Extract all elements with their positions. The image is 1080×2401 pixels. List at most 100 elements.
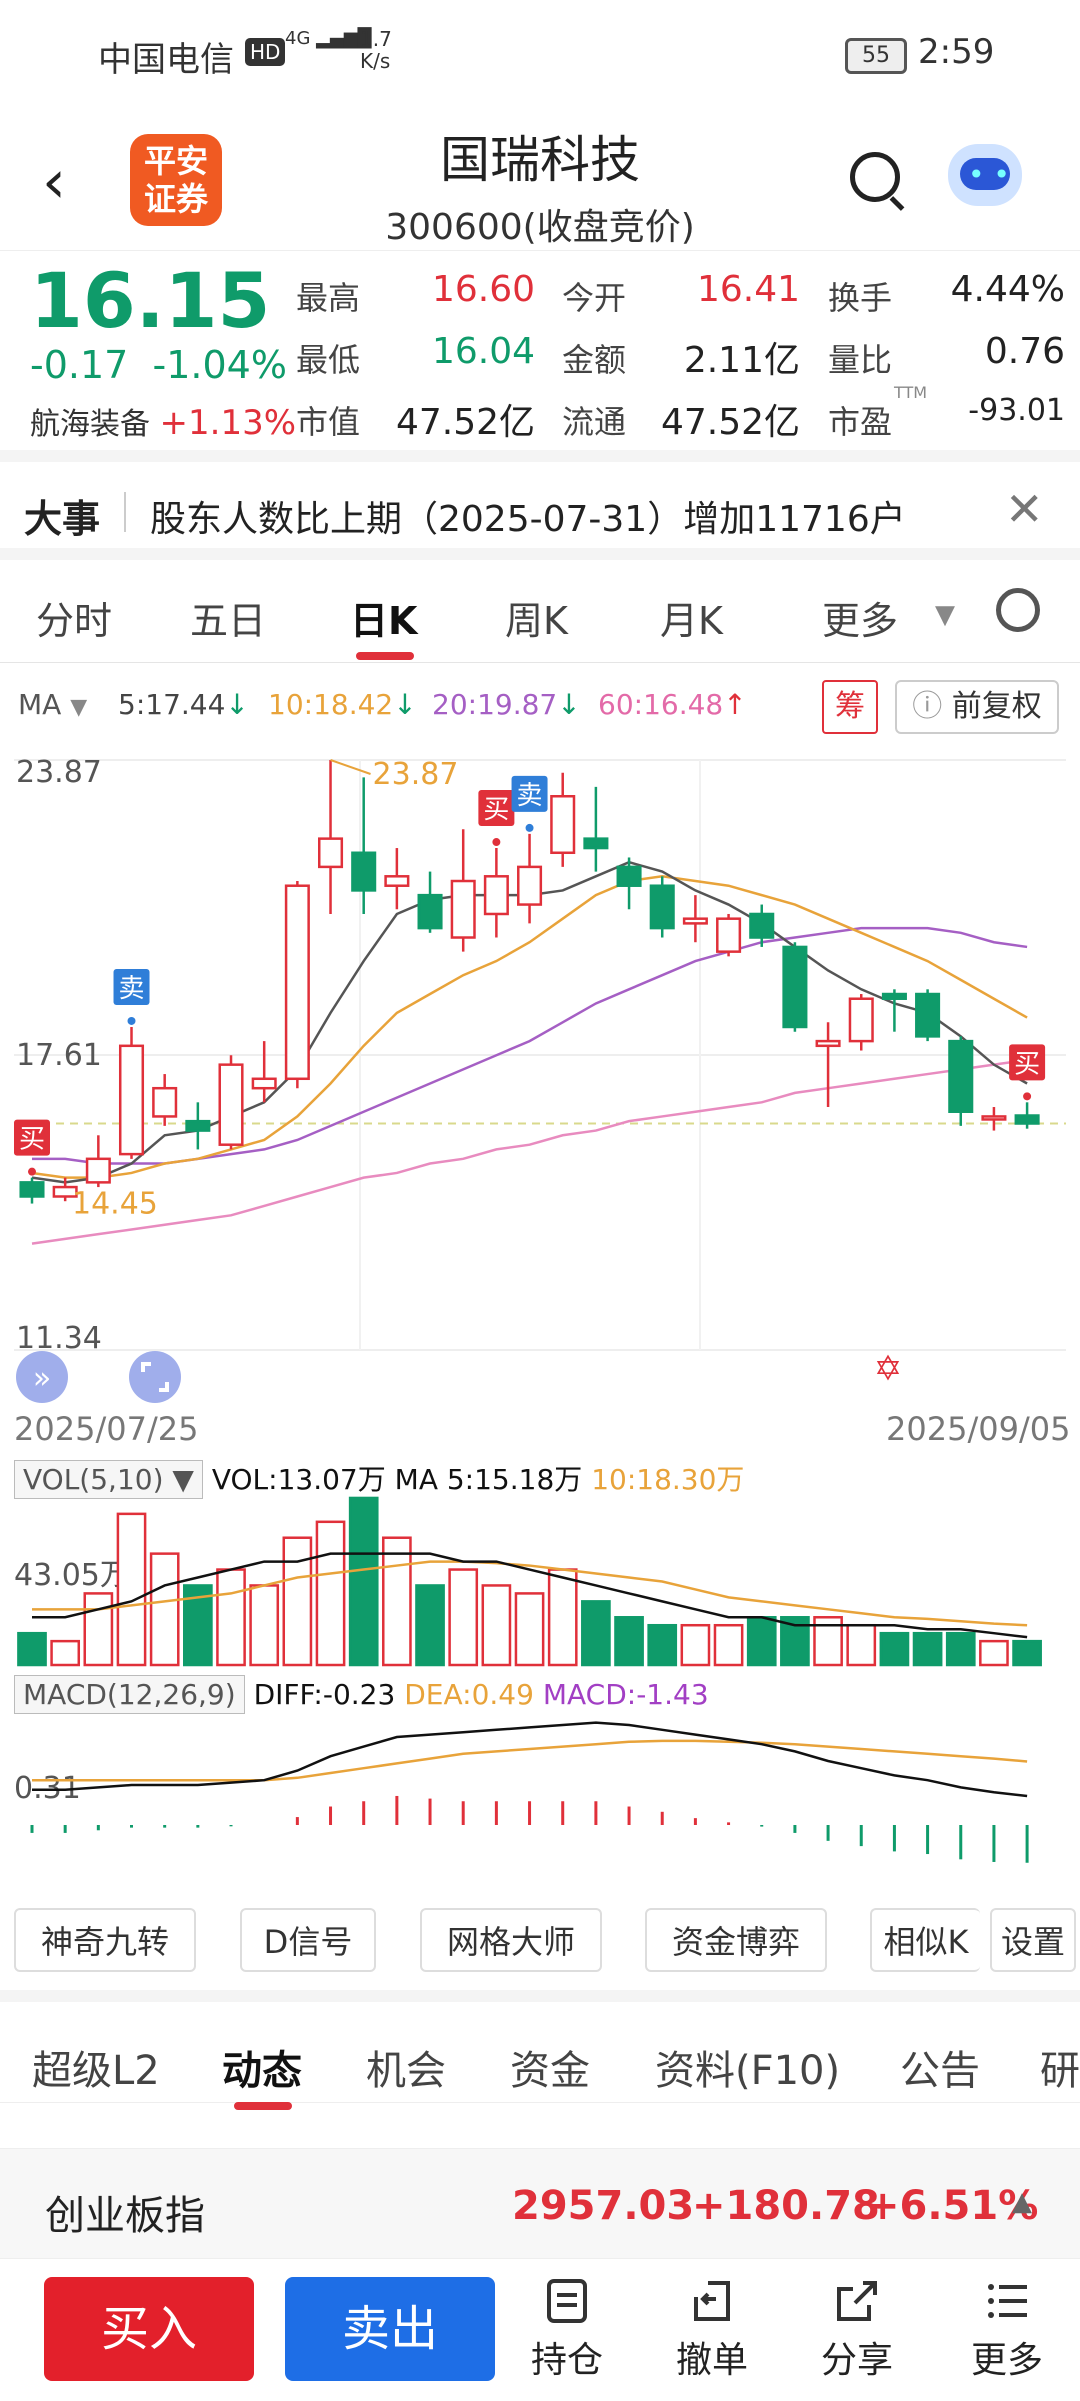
chip-distribution-button[interactable]: 筹 [822,680,878,734]
tab-funds[interactable]: 资金 [510,2048,590,2094]
volume-bar [846,1623,877,1667]
volume-bar [50,1639,81,1667]
broker-logo[interactable]: 平安 证券 [130,134,222,226]
ma60-line [31,1058,1028,1245]
tab-super-l2[interactable]: 超级L2 [32,2048,160,2094]
ma-selector[interactable]: MA ▼ [18,688,88,721]
ma5-value: 5:17.44↓ [118,688,249,721]
net-speed: 1.7 K/s [360,27,392,73]
vol_ma10-line [32,1560,1028,1627]
indicator-button[interactable]: 资金博弈 [645,1908,827,1972]
tab-intraday[interactable]: 分时 [36,599,113,643]
volume-bar [249,1584,280,1667]
tab-monthly-k[interactable]: 月K [660,599,723,643]
robot-assistant-icon[interactable] [948,144,1022,206]
news-text[interactable]: 股东人数比上期（2025-07-31）增加11716户 [150,499,906,540]
gear-icon[interactable] [996,588,1040,632]
candle [52,1185,78,1198]
volume-bar [912,1631,943,1667]
back-icon[interactable]: ‹ [42,147,66,217]
candle [848,997,874,1043]
quote-sup: TTM [894,383,928,402]
tab-announcement[interactable]: 公告 [900,2048,980,2094]
sell-button[interactable]: 卖出 [285,2277,495,2381]
share-button[interactable]: 分享 [812,2277,902,2383]
ma20-line [32,926,1028,1165]
indicator-button[interactable]: D信号 [240,1908,376,1972]
search-icon[interactable] [850,152,900,202]
candle [318,837,344,869]
quote-value: 47.52亿 [660,402,800,443]
close-icon[interactable]: ✕ [1005,482,1044,536]
fullscreen-glyph [141,1362,169,1392]
quote-panel: 16.15 -0.17 -1.04% 航海装备 +1.13% 最高 16.60 今开… [0,250,1080,451]
volume-bar [216,1568,246,1667]
sector-change[interactable]: 航海装备 +1.13% [30,403,297,443]
vol-selector[interactable]: VOL(5,10) ▼ [14,1460,203,1499]
candle [417,893,443,930]
caret-up-icon[interactable]: ▲ [1012,2187,1032,2217]
tab-research[interactable]: 研 [1040,2048,1080,2094]
candle [284,884,310,1081]
content-tabs: 超级L2 动态 机会 资金 资料(F10) 公告 研 [0,2002,1080,2110]
sell-marker [511,775,548,812]
list-icon [547,2279,587,2323]
tab-f10[interactable]: 资料(F10) [655,2048,841,2094]
macd-legend: MACD(12,26,9) DIFF:-0.23 DEA:0.49 MACD:-… [14,1675,709,1714]
stock-code: 300600(收盘竞价) [385,207,695,248]
macd-selector[interactable]: MACD(12,26,9) [14,1675,245,1714]
caret-down-icon[interactable]: ▼ [935,600,955,630]
buy-button[interactable]: 买入 [44,2277,254,2381]
buy-marker-label: 买 [1014,1049,1040,1079]
dea-line [32,1739,1028,1782]
tab-weekly-k[interactable]: 周K [505,599,568,643]
section-divider [0,1990,1080,2002]
candle [251,1077,277,1090]
indicator-button[interactable]: 网格大师 [420,1908,602,1972]
candle [682,917,708,925]
stock-name: 国瑞科技 [440,131,640,189]
buy-marker [14,1119,50,1156]
candle [450,879,476,939]
sell-marker [113,968,150,1005]
volume-bar [1012,1639,1042,1667]
date-start: 2025/07/25 [14,1410,199,1448]
signal-icon: 4G ▂▄▆█ [285,28,372,49]
ma60-value: 60:16.48↑ [598,688,747,721]
adjust-mode-button[interactable]: ⓘ 前复权 [895,680,1059,734]
candle [19,1181,45,1198]
candle [1014,1114,1040,1125]
volume-chart[interactable]: 43.05万 [0,1450,1080,1670]
candle [948,1039,974,1113]
indicator-settings-button[interactable]: 设置 [990,1908,1076,1972]
indicator-button[interactable]: 神奇九转 [14,1908,196,1972]
quote-value: 2.11亿 [683,340,800,381]
event-star-icon: ✡ [874,1349,903,1389]
cancel-order-button[interactable]: 撤单 [667,2277,757,2383]
indicator-button[interactable]: 相似K [870,1908,980,1972]
macd-chart[interactable]: 0.31 [0,1670,1080,1890]
tab-news[interactable]: 动态 [222,2048,302,2094]
tab-opportunity[interactable]: 机会 [366,2048,446,2094]
quote-label: 市盈 [828,403,893,441]
vol-ma10: 10:18.30万 [591,1463,745,1496]
positions-button[interactable]: 持仓 [522,2277,612,2383]
carrier-label: 中国电信 [98,40,234,80]
more-button[interactable]: 更多 [962,2277,1052,2383]
volume-bar [149,1552,180,1667]
ma10-line [31,875,1028,1179]
volume-bar [647,1623,678,1667]
tab-underline [356,652,414,660]
vol-axis-label: 43.05万 [14,1558,130,1593]
index-ticker[interactable]: 创业板指 2957.03 +180.78 +6.51% ▲ [0,2148,1080,2259]
candle [85,1157,111,1184]
volume-bar [945,1631,976,1667]
double-chevron-icon: » [33,1361,51,1396]
volume-bar [348,1496,379,1667]
news-banner[interactable]: 大事 股东人数比上期（2025-07-31）增加11716户 ✕ [0,450,1080,560]
tab-daily-k[interactable]: 日K [350,599,418,643]
tab-more[interactable]: 更多 [822,599,899,643]
tab-five-day[interactable]: 五日 [190,599,267,643]
current-price: 16.15 [30,256,271,345]
